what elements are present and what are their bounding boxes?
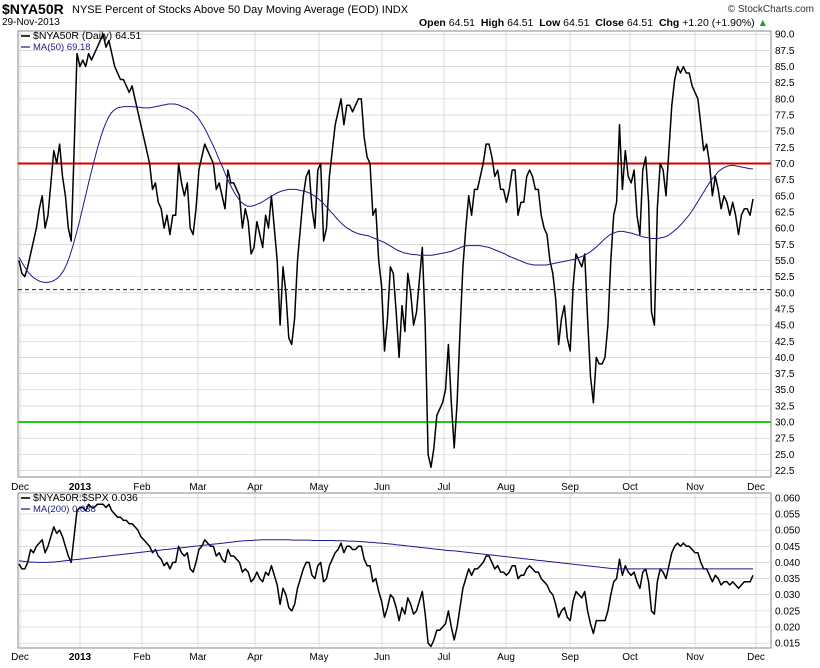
- pane-frame: [17, 30, 772, 478]
- x-tick-label: 2013: [69, 482, 92, 493]
- y-tick-label: 0.055: [775, 509, 800, 520]
- chart-header: $NYA50R NYSE Percent of Stocks Above 50 …: [0, 0, 820, 30]
- y-tick-label: 47.5: [775, 304, 795, 315]
- x-tick-label: Dec: [11, 652, 29, 663]
- x-tick-label: Jul: [438, 482, 451, 493]
- series-line-moving-average: [18, 103, 754, 283]
- x-tick-label: May: [310, 652, 329, 663]
- legend-label: $NYA50R (Daily) 64.51: [33, 30, 142, 42]
- x-tick-label: Mar: [189, 482, 207, 493]
- y-tick-label: 25.0: [775, 450, 795, 461]
- y-tick-label: 0.045: [775, 542, 800, 553]
- x-tick-label: Feb: [133, 652, 151, 663]
- y-tick-label: 42.5: [775, 337, 795, 348]
- x-tick-label: Aug: [497, 652, 515, 663]
- y-tick-label: 35.0: [775, 385, 795, 396]
- x-tick-label: Aug: [497, 482, 515, 493]
- brand-watermark: © StockCharts.com: [727, 4, 814, 15]
- y-tick-label: 80.0: [775, 94, 795, 105]
- y-tick-label: 75.0: [775, 127, 795, 138]
- y-tick-label: 50.0: [775, 288, 795, 299]
- chart-pane-2: 0.015 0.020 0.025 0.030 0.035 0.040 0.045 0.050…: [11, 492, 800, 663]
- y-tick-label: 0.030: [775, 590, 800, 601]
- series-line-primary: [18, 33, 754, 469]
- y-tick-label: 52.5: [775, 272, 795, 283]
- y-tick-label: 45.0: [775, 321, 795, 332]
- x-tick-label: Sep: [561, 482, 579, 493]
- x-tick-label: May: [310, 482, 329, 493]
- y-tick-label: 85.0: [775, 62, 795, 73]
- symbol-description: NYSE Percent of Stocks Above 50 Day Movi…: [72, 4, 409, 16]
- y-tick-label: 0.020: [775, 623, 800, 634]
- series-line-moving-average: [18, 539, 753, 570]
- y-tick-label: 0.050: [775, 526, 800, 537]
- y-tick-label: 77.5: [775, 111, 795, 122]
- symbol-title: $NYA50R: [2, 1, 64, 17]
- pane-frame: [17, 492, 772, 649]
- x-tick-label: Jun: [374, 482, 390, 493]
- y-tick-label: 32.5: [775, 401, 795, 412]
- x-tick-label: Dec: [747, 652, 765, 663]
- y-tick-label: 72.5: [775, 143, 795, 154]
- x-tick-label: 2013: [69, 652, 92, 663]
- y-tick-label: 62.5: [775, 207, 795, 218]
- y-tick-label: 0.060: [775, 493, 800, 504]
- x-tick-label: Feb: [133, 482, 151, 493]
- y-tick-label: 40.0: [775, 353, 795, 364]
- x-tick-label: Nov: [686, 482, 704, 493]
- y-tick-label: 65.0: [775, 191, 795, 202]
- y-tick-label: 0.015: [775, 639, 800, 650]
- y-tick-label: 90.0: [775, 30, 795, 41]
- x-tick-label: Apr: [247, 652, 263, 663]
- legend-label: MA(50) 69.18: [33, 42, 91, 53]
- x-tick-label: Oct: [622, 652, 638, 663]
- y-tick-label: 55.0: [775, 256, 795, 267]
- x-tick-label: Jun: [374, 652, 390, 663]
- x-tick-label: Jul: [438, 652, 451, 663]
- x-tick-label: Dec: [11, 482, 29, 493]
- y-tick-label: 30.0: [775, 418, 795, 429]
- x-tick-label: Sep: [561, 652, 579, 663]
- y-tick-label: 70.0: [775, 159, 795, 170]
- y-tick-label: 37.5: [775, 369, 795, 380]
- series-line-primary: [18, 503, 754, 648]
- x-tick-label: Nov: [686, 652, 704, 663]
- x-tick-label: Apr: [247, 482, 263, 493]
- y-tick-label: 82.5: [775, 78, 795, 89]
- y-tick-label: 0.025: [775, 606, 800, 617]
- y-tick-label: 27.5: [775, 434, 795, 445]
- y-tick-label: 22.5: [775, 466, 795, 477]
- x-tick-label: Oct: [622, 482, 638, 493]
- legend-label: MA(200) 0.038: [33, 504, 96, 515]
- x-tick-label: Dec: [747, 482, 765, 493]
- x-tick-label: Mar: [189, 652, 207, 663]
- chart-pane-1: 22.5 25.0 27.5 30.0 32.5 35.0 37.5 40.0 42.5 45.0…: [11, 30, 795, 493]
- ohlc-readout: Open 64.51 High 64.51 Low 64.51 Close 64…: [418, 17, 768, 29]
- y-tick-label: 60.0: [775, 224, 795, 235]
- y-tick-label: 67.5: [775, 175, 795, 186]
- y-tick-label: 87.5: [775, 46, 795, 57]
- up-arrow-icon: ▲: [757, 17, 768, 29]
- y-tick-label: 0.040: [775, 558, 800, 569]
- y-tick-label: 0.035: [775, 574, 800, 585]
- y-tick-label: 57.5: [775, 240, 795, 251]
- legend-label: $NYA50R:$SPX 0.036: [33, 492, 138, 504]
- chart-date: 29-Nov-2013: [2, 17, 60, 28]
